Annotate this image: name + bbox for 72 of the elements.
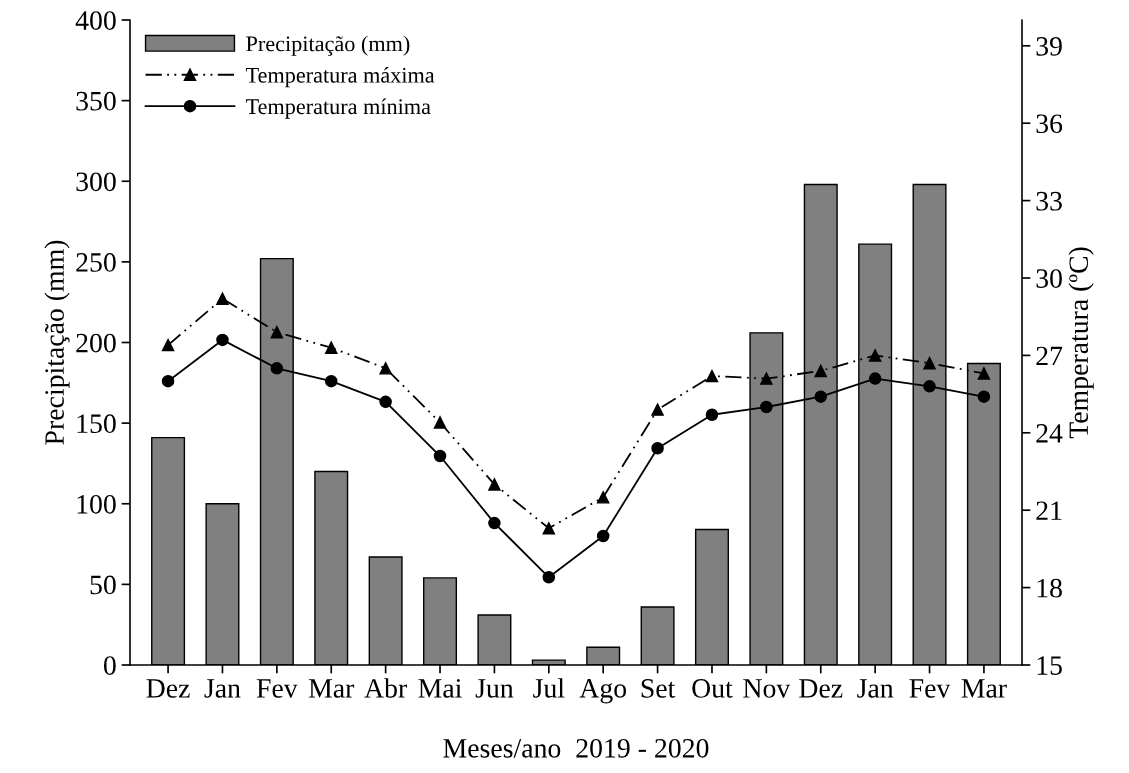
point (760, 400, 773, 414)
point (651, 442, 664, 455)
point (596, 529, 610, 543)
y2-tick-label: 18 (1037, 578, 1062, 598)
x-tick-label: Ago (579, 679, 627, 704)
x-tick-label: Mar (308, 679, 355, 698)
x-tick-label: Dez (799, 679, 843, 698)
point (814, 390, 828, 403)
point (161, 374, 175, 388)
point (923, 380, 936, 393)
x-tick-label: Dez (146, 679, 190, 698)
y2-tick-label: 27 (1036, 346, 1063, 366)
legend-label: Temperatura mínima (245, 98, 431, 119)
point (324, 341, 338, 354)
x-tick-label: Jan (857, 679, 894, 698)
x-tick-label: Jun (475, 679, 514, 698)
point (868, 372, 882, 385)
x-tick-label: Out (692, 679, 733, 698)
y-tick-label: 50 (90, 575, 116, 595)
point (433, 449, 447, 463)
y2-tick-label: 24 (1036, 424, 1063, 443)
y-tick-label: 200 (76, 333, 116, 353)
y-tick-label: 250 (76, 253, 116, 272)
y2-tick-label: 30 (1036, 269, 1062, 288)
x-tick-label: Set (641, 679, 676, 698)
point (216, 292, 229, 305)
point (923, 356, 936, 370)
y2-tick-label: 15 (1037, 656, 1062, 675)
y-tick-label: 300 (76, 172, 116, 192)
point (977, 367, 991, 380)
point (868, 349, 882, 362)
point (161, 338, 175, 352)
legend-label: Temperatura máxima (245, 67, 435, 88)
point (977, 390, 991, 403)
point (270, 325, 284, 339)
point (814, 364, 828, 378)
point (488, 516, 501, 530)
point (542, 571, 556, 584)
point (705, 369, 719, 383)
y2-axis-title: Temperatura (ºC) (1068, 247, 1094, 439)
point (433, 416, 447, 429)
point (488, 478, 501, 491)
y2-tick-label: 33 (1036, 191, 1062, 211)
y-tick-label: 100 (77, 494, 116, 514)
point (651, 403, 664, 416)
y2-tick-label: 36 (1036, 114, 1063, 134)
y-axis-title: Precipitação (mm) (44, 240, 70, 445)
x-tick-label: Fev (909, 679, 951, 698)
x-axis-title: Meses/ano 2019 - 2020 (443, 738, 709, 758)
point (705, 408, 719, 421)
x-tick-label: Jan (204, 679, 241, 698)
x-tick-label: Mai (418, 679, 462, 698)
y2-tick-label: 39 (1036, 37, 1062, 56)
point (542, 522, 556, 535)
point (324, 374, 338, 388)
x-tick-label: Jul (533, 678, 565, 698)
x-tick-label: Nov (743, 679, 791, 698)
y-tick-label: 350 (76, 91, 116, 111)
y-tick-label: 400 (75, 11, 116, 30)
point (760, 372, 773, 385)
x-tick-label: Abr (364, 678, 407, 698)
legend-label: Precipitação (mm) (246, 35, 410, 56)
y-tick-label: 150 (77, 414, 116, 434)
point (216, 333, 229, 347)
point (270, 362, 284, 375)
x-tick-label: Mar (961, 679, 1007, 698)
x-tick-label: Fev (256, 679, 298, 698)
y2-tick-label: 21 (1036, 501, 1062, 520)
point (379, 362, 392, 375)
point (596, 491, 610, 504)
point (379, 395, 392, 409)
y-tick-label: 0 (103, 656, 116, 675)
